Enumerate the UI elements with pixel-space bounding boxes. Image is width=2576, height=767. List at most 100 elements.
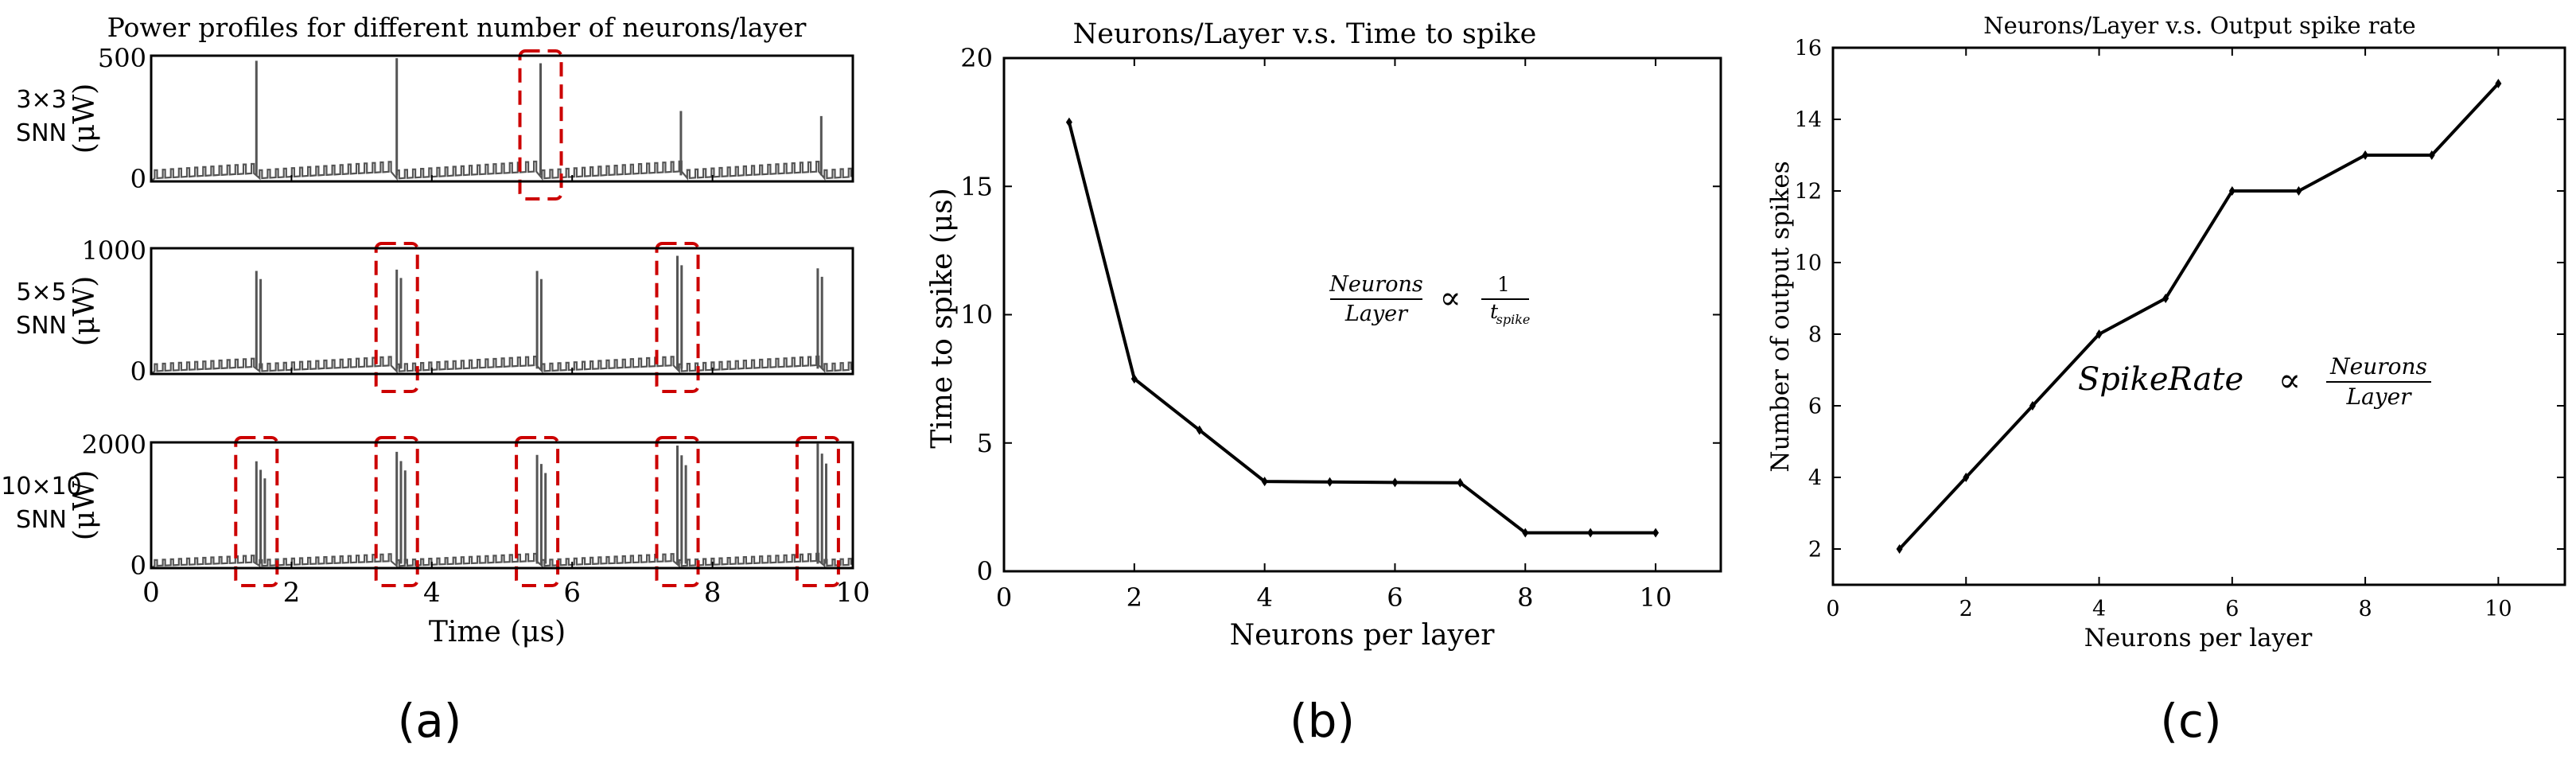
x-tick-label: 2: [1959, 597, 1973, 621]
data-point: [2162, 294, 2169, 303]
y-tick-label: 4: [1808, 465, 1822, 490]
x-tick-label: 0: [996, 582, 1012, 613]
subplot-3x3: 0 500 (μW)3×3 SNN: [16, 43, 854, 201]
panel-b-ylabel: Time to spike (μs): [926, 188, 959, 449]
subplot-5x5: 0 1000 (μW)5×5 SNN: [16, 236, 854, 393]
data-point: [1065, 117, 1072, 127]
panel-c-frame: [1831, 46, 2566, 586]
data-point: [2295, 186, 2302, 196]
panel-label-b: (b): [1290, 694, 1355, 748]
x-tick-label: 8: [2358, 597, 2372, 621]
x-tick-label: 0: [142, 577, 160, 609]
row-label-snn: SNN: [16, 119, 67, 147]
highlight-box: [795, 436, 840, 587]
data-point: [2095, 329, 2103, 339]
power-trace: [150, 552, 852, 569]
data-point: [2362, 150, 2369, 160]
y-axis-label: (μW): [68, 276, 101, 347]
y-tick-label: 6: [1808, 394, 1822, 419]
panel-c-ticks: 0 2 4 6 8 10 2 4 6 8 10 12 14 16: [1795, 36, 2565, 621]
x-tick-label: 0: [1826, 597, 1839, 621]
panel-a-xlabel: Time (μs): [429, 616, 566, 648]
series-line: [1898, 82, 2500, 551]
panel-c-ylabel: Number of output spikes: [1766, 161, 1795, 472]
data-point: [1261, 477, 1268, 487]
y-tick-label: 1000: [82, 236, 146, 266]
highlight-box: [374, 242, 419, 393]
x-tick-label: 4: [423, 577, 441, 609]
data-point: [1652, 528, 1660, 538]
data-point: [1896, 544, 1903, 554]
y-tick-label: 5: [977, 428, 993, 458]
panel-label-a: (a): [398, 694, 462, 748]
subplot-frame: [150, 247, 854, 376]
data-point: [1457, 477, 1464, 488]
annotation-b-rhs-t: t: [1490, 300, 1499, 323]
annotation-c-denominator: Layer: [2345, 384, 2412, 410]
y-tick-label: 0: [130, 551, 146, 581]
panel-b-ticks: 0 2 4 6 8 10 0 5 10 15 20: [960, 43, 1721, 613]
y-tick-label: 15: [960, 171, 993, 201]
y-tick-label: 14: [1795, 107, 1822, 132]
x-tick-label: 6: [1387, 582, 1403, 613]
x-tick-label: 6: [563, 577, 581, 609]
panel-b-time-to-spike: Neurons/Layer v.s. Time to spike 0 2 4 6 8 10…: [926, 18, 1722, 652]
y-tick-label: 8: [1808, 322, 1822, 347]
y-tick-label: 20: [960, 43, 993, 73]
annotation-b-numerator: Neurons: [1329, 272, 1422, 297]
panel-a-power-profiles: Power profiles for different number of n…: [1, 12, 870, 648]
y-tick-label: 0: [130, 164, 146, 194]
x-tick-label: 10: [2485, 597, 2512, 621]
y-axis-label: (μW): [68, 470, 101, 541]
panel-c-title: Neurons/Layer v.s. Output spike rate: [1983, 12, 2415, 39]
x-tick-label: 8: [704, 577, 722, 609]
power-trace: [150, 355, 852, 375]
panel-a-title: Power profiles for different number of n…: [107, 12, 807, 43]
x-tick-label: 10: [835, 577, 870, 609]
data-point: [1130, 374, 1138, 384]
row-label-size: 5×5: [16, 278, 66, 306]
panel-b-title: Neurons/Layer v.s. Time to spike: [1073, 18, 1537, 50]
data-point: [2029, 401, 2036, 411]
annotation-c-numerator: Neurons: [2329, 353, 2427, 380]
data-point: [1196, 425, 1203, 435]
y-tick-label: 10: [960, 300, 993, 330]
data-point: [1326, 477, 1333, 487]
panel-c-xlabel: Neurons per layer: [2084, 624, 2313, 652]
subplot-frame: [150, 441, 854, 570]
panel-b-xlabel: Neurons per layer: [1230, 619, 1496, 652]
annotation-b-rhs-numerator: 1: [1497, 273, 1510, 296]
y-tick-label: 0: [130, 356, 146, 387]
y-axis-label: (μW): [68, 84, 101, 154]
data-point: [1963, 473, 1970, 482]
highlight-box: [374, 436, 419, 587]
x-tick-label: 10: [1640, 582, 1672, 613]
row-label-size: 3×3: [16, 86, 66, 114]
panel-a-x-axis: 0 2 4 6 8 10: [142, 577, 870, 609]
y-tick-label: 2: [1808, 537, 1822, 562]
y-tick-label: 500: [98, 43, 146, 73]
x-tick-label: 4: [2092, 597, 2106, 621]
x-tick-label: 8: [1517, 582, 1533, 613]
subplot-10x10: 0 2000 (μW)10×10 SNN: [1, 430, 854, 587]
panel-c-series: [1896, 79, 2502, 554]
panel-c-output-spike-rate: Neurons/Layer v.s. Output spike rate 0 2 4…: [1766, 12, 2566, 652]
y-tick-label: 10: [1795, 251, 1822, 275]
x-tick-label: 4: [1256, 582, 1272, 613]
series-line: [1067, 122, 1656, 535]
y-tick-label: 16: [1795, 36, 1822, 60]
data-point: [1522, 528, 1529, 538]
data-point: [2228, 186, 2236, 196]
x-tick-label: 2: [1127, 582, 1142, 613]
row-label-size: 10×10: [1, 473, 81, 500]
x-tick-label: 2: [283, 577, 301, 609]
annotation-c-proportional: ∝: [2278, 360, 2301, 399]
annotation-b-denominator: Layer: [1344, 302, 1409, 326]
data-point: [2428, 150, 2435, 160]
data-point: [2495, 79, 2502, 88]
highlight-box: [515, 436, 560, 587]
annotation-c-lhs: SpikeRate: [2078, 361, 2243, 398]
row-label-snn: SNN: [16, 506, 67, 534]
highlight-box: [655, 242, 700, 393]
